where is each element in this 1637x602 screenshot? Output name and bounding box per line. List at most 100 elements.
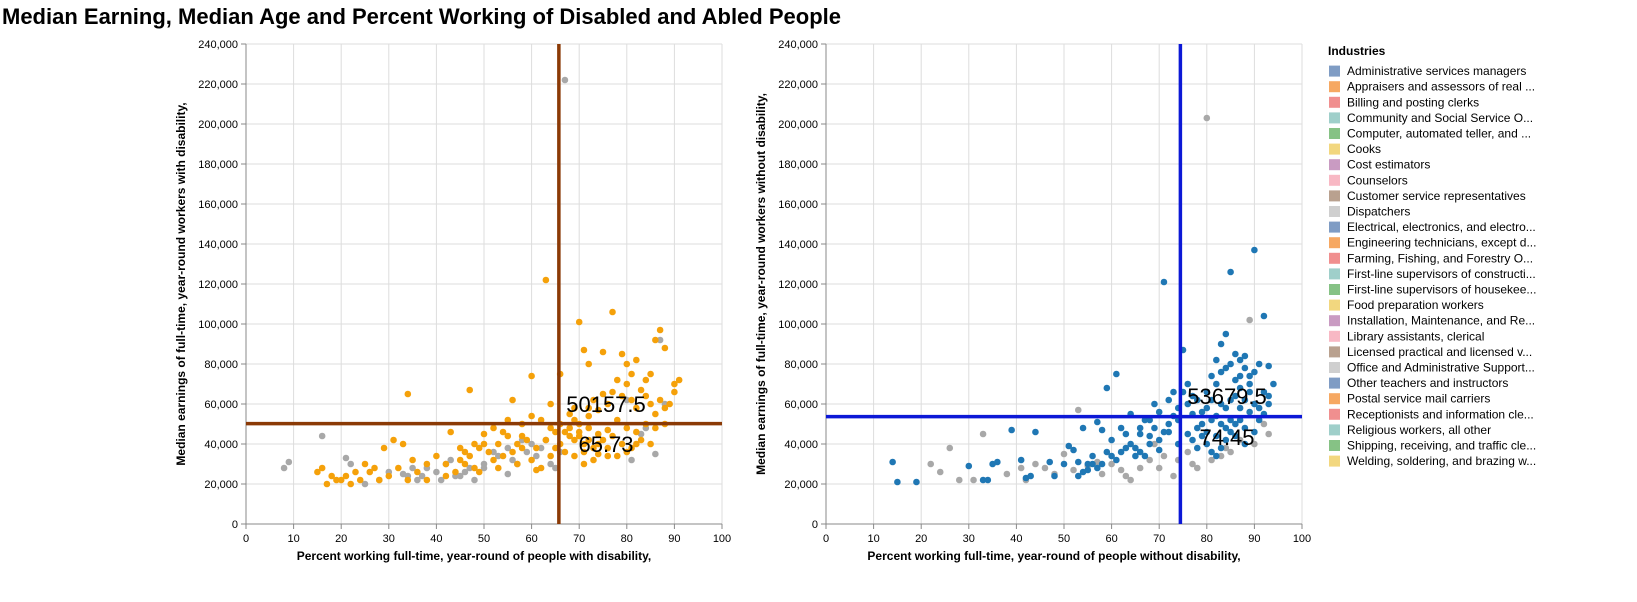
data-point <box>889 458 896 466</box>
data-point <box>1198 432 1206 440</box>
data-point <box>613 416 621 424</box>
data-point <box>461 460 469 468</box>
data-point <box>599 390 607 398</box>
data-point <box>652 410 659 418</box>
data-point-other <box>1108 460 1115 468</box>
data-point-other <box>1098 470 1106 478</box>
data-point-other <box>1208 456 1215 464</box>
data-point <box>1160 278 1168 286</box>
legend-label: Appraisers and assessors of real ... <box>1347 80 1535 94</box>
y-tick-label: 100,000 <box>778 319 818 331</box>
data-point <box>1270 380 1277 388</box>
y-tick-label: 60,000 <box>204 399 238 411</box>
legend-label: First-line supervisors of housekee... <box>1347 283 1536 297</box>
legend-item: Welding, soldering, and brazing w... <box>1329 454 1536 468</box>
mean-percent-label: 74.45 <box>1199 425 1254 450</box>
legend-label: Community and Social Service O... <box>1347 111 1533 125</box>
data-point <box>1027 472 1034 480</box>
legend-item: Appraisers and assessors of real ... <box>1329 80 1535 94</box>
x-tick-label: 80 <box>1201 533 1213 545</box>
legend-label: Receptionists and information cle... <box>1347 407 1534 421</box>
legend-item: Administrative services managers <box>1329 64 1526 78</box>
y-tick-label: 140,000 <box>778 239 818 251</box>
data-point <box>1122 430 1130 438</box>
data-point <box>599 348 607 356</box>
data-point-other <box>1160 452 1168 460</box>
legend-swatch <box>1329 362 1340 373</box>
data-point <box>385 472 393 480</box>
legend-swatch <box>1329 299 1340 311</box>
data-point <box>637 386 645 394</box>
data-point-other <box>461 468 469 476</box>
data-point <box>361 460 369 468</box>
data-point <box>1241 364 1249 372</box>
data-point <box>547 400 554 408</box>
data-point <box>1246 408 1253 416</box>
data-point <box>537 416 545 424</box>
y-tick-label: 240,000 <box>778 39 818 51</box>
data-point <box>466 386 474 394</box>
data-point-other <box>1246 316 1253 324</box>
y-tick-label: 140,000 <box>198 239 238 251</box>
y-tick-label: 40,000 <box>204 439 238 451</box>
y-axis-title: Median earnings of full-time, year-round… <box>754 93 768 475</box>
data-point-other <box>1251 440 1258 448</box>
data-point <box>609 308 616 316</box>
data-point <box>1232 432 1239 440</box>
data-point <box>1132 444 1139 452</box>
legend-label: Welding, soldering, and brazing w... <box>1347 454 1536 468</box>
legend-label: Administrative services managers <box>1347 64 1526 78</box>
data-point <box>647 400 654 408</box>
y-tick-label: 100,000 <box>198 319 238 331</box>
data-point <box>590 444 597 452</box>
data-point <box>1051 472 1058 480</box>
data-point <box>504 432 512 440</box>
data-point <box>542 276 550 284</box>
data-point-other <box>537 444 545 452</box>
y-tick-label: 160,000 <box>778 199 818 211</box>
x-tick-label: 70 <box>1153 533 1165 545</box>
data-point <box>456 456 464 464</box>
data-point <box>633 440 640 448</box>
legend-item: Other teachers and instructors <box>1329 376 1508 390</box>
data-point-other <box>456 472 464 480</box>
data-point <box>1222 436 1230 444</box>
data-point <box>561 428 569 436</box>
data-point <box>347 480 355 488</box>
x-tick-label: 20 <box>915 533 927 545</box>
data-point <box>594 406 602 414</box>
data-point <box>671 380 678 388</box>
data-point <box>1203 388 1211 396</box>
data-point <box>571 452 578 460</box>
data-point <box>1251 246 1258 254</box>
data-point <box>571 436 578 444</box>
data-point-other <box>414 476 421 484</box>
data-point <box>352 468 359 476</box>
data-point <box>628 396 635 404</box>
data-point <box>1155 446 1163 454</box>
data-point-other <box>433 468 440 476</box>
y-tick-label: 80,000 <box>204 359 238 371</box>
data-point <box>1198 408 1206 416</box>
x-tick-label: 90 <box>1248 533 1260 545</box>
data-point <box>633 428 640 436</box>
data-point-other <box>1060 450 1068 458</box>
x-tick-label: 60 <box>1105 533 1117 545</box>
data-point <box>1222 424 1230 432</box>
legend-swatch <box>1329 346 1340 358</box>
legend-swatch <box>1329 174 1340 186</box>
data-point <box>1203 404 1211 412</box>
data-point <box>490 456 497 464</box>
data-point <box>618 440 626 448</box>
mean-percent-label: 65.73 <box>578 432 633 457</box>
data-point <box>1151 424 1158 432</box>
data-point <box>1227 428 1234 436</box>
data-point <box>1227 396 1234 404</box>
data-point <box>1184 380 1192 388</box>
data-point <box>499 428 507 436</box>
data-point <box>637 436 645 444</box>
data-point-other <box>979 430 987 438</box>
data-point <box>585 436 593 444</box>
data-point <box>1222 404 1230 412</box>
legend-item: Electrical, electronics, and electro... <box>1329 220 1536 234</box>
